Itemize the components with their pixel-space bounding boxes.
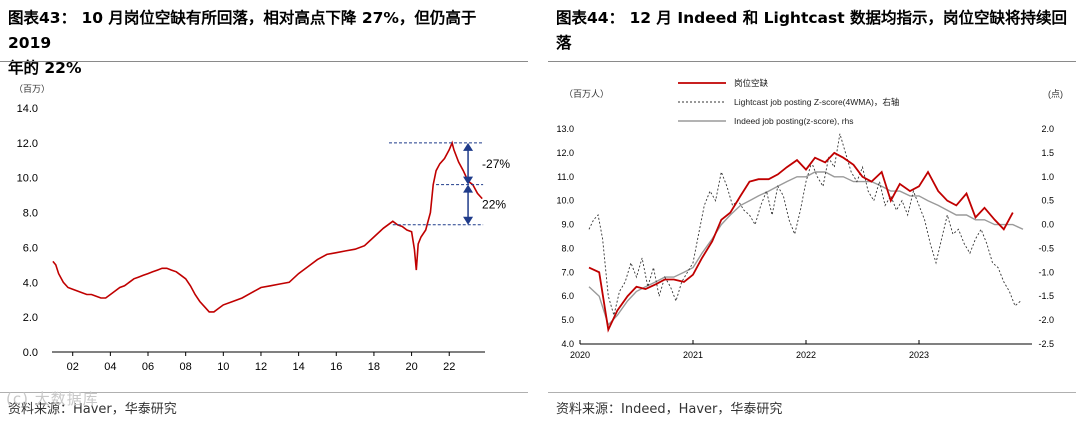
left-y-tick-label: 11.0 <box>557 172 574 182</box>
arrow-premium-head-down <box>463 216 474 225</box>
arrow-decline-head-down <box>463 176 474 185</box>
annotation-premium-label: 22% <box>482 198 506 212</box>
left-y-tick-label: 10.0 <box>556 196 574 206</box>
arrow-decline-head-up <box>463 142 474 151</box>
bottom-divider <box>548 392 1076 393</box>
x-tick-label: 2021 <box>683 350 703 360</box>
x-tick-label: 06 <box>142 361 154 373</box>
x-tick-label: 2023 <box>909 350 929 360</box>
figure-43-title-line1: 图表43： 10 月岗位空缺有所回落，相对高点下降 27%，但仍高于 2019 <box>8 9 477 52</box>
left-y-tick-label: 6.0 <box>561 291 574 301</box>
y-axis-unit-label: （百万） <box>14 84 50 94</box>
figure-44-title-line2: 落 <box>556 34 572 52</box>
job-openings-chart: （百万） 0.0 2.0 4.0 6.0 8.0 10.0 12.0 14.0 02 04 06 08 1… <box>14 84 510 373</box>
right-y-tick-label: -1.5 <box>1038 291 1054 301</box>
figure-43-source: 资料来源：Haver，华泰研究 <box>8 402 177 417</box>
annotation-decline-label: -27% <box>482 157 510 171</box>
left-y-tick-label: 4.0 <box>561 339 574 349</box>
x-tick-label: 2022 <box>796 350 816 360</box>
job-openings-line <box>588 151 1014 333</box>
right-y-tick-label: 1.5 <box>1041 148 1054 158</box>
left-y-tick-label: 7.0 <box>561 267 574 277</box>
left-axis-unit-label: （百万人） <box>564 89 609 99</box>
x-tick-label: 18 <box>368 361 380 373</box>
left-figure-panel: 图表43： 10 月岗位空缺有所回落，相对高点下降 27%，但仍高于 2019 … <box>0 0 532 421</box>
arrow-premium-head-up <box>463 184 474 193</box>
y-tick-label: 14.0 <box>17 103 38 115</box>
figure-44-source: 资料来源：Indeed，Haver，华泰研究 <box>556 402 783 417</box>
job-openings-line <box>52 140 483 313</box>
top-divider <box>0 61 528 62</box>
y-tick-label: 8.0 <box>23 208 38 220</box>
x-tick-label: 16 <box>330 361 342 373</box>
left-y-tick-label: 12.0 <box>556 148 574 158</box>
y-tick-label: 4.0 <box>23 277 38 289</box>
figure-43-title: 图表43： 10 月岗位空缺有所回落，相对高点下降 27%，但仍高于 2019 … <box>8 6 523 81</box>
left-y-tick-label: 8.0 <box>561 243 574 253</box>
right-y-tick-label: -2.5 <box>1038 339 1054 349</box>
right-axis-unit-label: (点) <box>1048 89 1063 99</box>
figure-44-title-line1: 图表44： 12 月 Indeed 和 Lightcast 数据均指示，岗位空缺… <box>556 9 1068 27</box>
right-y-tick-label: 1.0 <box>1041 172 1054 182</box>
right-y-tick-label: -0.5 <box>1038 243 1054 253</box>
watermark-logo: (c) 大数据库 <box>6 390 99 408</box>
x-tick-label: 04 <box>104 361 116 373</box>
top-divider <box>548 61 1076 62</box>
left-y-tick-label: 13.0 <box>556 124 574 134</box>
x-tick-label: 2020 <box>570 350 590 360</box>
x-tick-label: 14 <box>292 361 304 373</box>
legend-label: Lightcast job posting Z-score(4WMA)，右轴 <box>734 97 899 107</box>
y-tick-label: 0.0 <box>23 347 38 359</box>
figure-44-title: 图表44： 12 月 Indeed 和 Lightcast 数据均指示，岗位空缺… <box>556 6 1071 56</box>
indeed-lightcast-chart: （百万人） (点) 岗位空缺 Lightcast job posting Z-scor… <box>556 78 1063 360</box>
right-figure-panel: 图表44： 12 月 Indeed 和 Lightcast 数据均指示，岗位空缺… <box>548 0 1080 421</box>
bottom-divider <box>0 392 528 393</box>
x-tick-label: 20 <box>405 361 417 373</box>
figure-43-title-line2: 年的 22% <box>8 59 82 77</box>
x-tick-label: 02 <box>67 361 79 373</box>
x-tick-label: 22 <box>443 361 455 373</box>
legend-label: Indeed job posting(z-score), rhs <box>734 116 854 126</box>
right-y-tick-label: 0.5 <box>1041 196 1054 206</box>
y-tick-label: 12.0 <box>17 138 38 150</box>
indeed-zscore-line <box>588 171 1024 327</box>
left-y-tick-label: 5.0 <box>561 315 574 325</box>
x-tick-label: 08 <box>180 361 192 373</box>
right-y-tick-label: 0.0 <box>1041 220 1054 230</box>
x-tick-label: 10 <box>217 361 229 373</box>
right-y-tick-label: -1.0 <box>1038 267 1054 277</box>
right-y-tick-label: 2.0 <box>1041 124 1054 134</box>
lightcast-zscore-line <box>588 133 1021 318</box>
x-tick-label: 12 <box>255 361 267 373</box>
right-y-tick-label: -2.0 <box>1038 315 1054 325</box>
y-tick-label: 2.0 <box>23 312 38 324</box>
y-tick-label: 10.0 <box>17 173 38 185</box>
left-y-tick-label: 9.0 <box>561 220 574 230</box>
y-tick-label: 6.0 <box>23 242 38 254</box>
legend-label: 岗位空缺 <box>734 78 769 88</box>
